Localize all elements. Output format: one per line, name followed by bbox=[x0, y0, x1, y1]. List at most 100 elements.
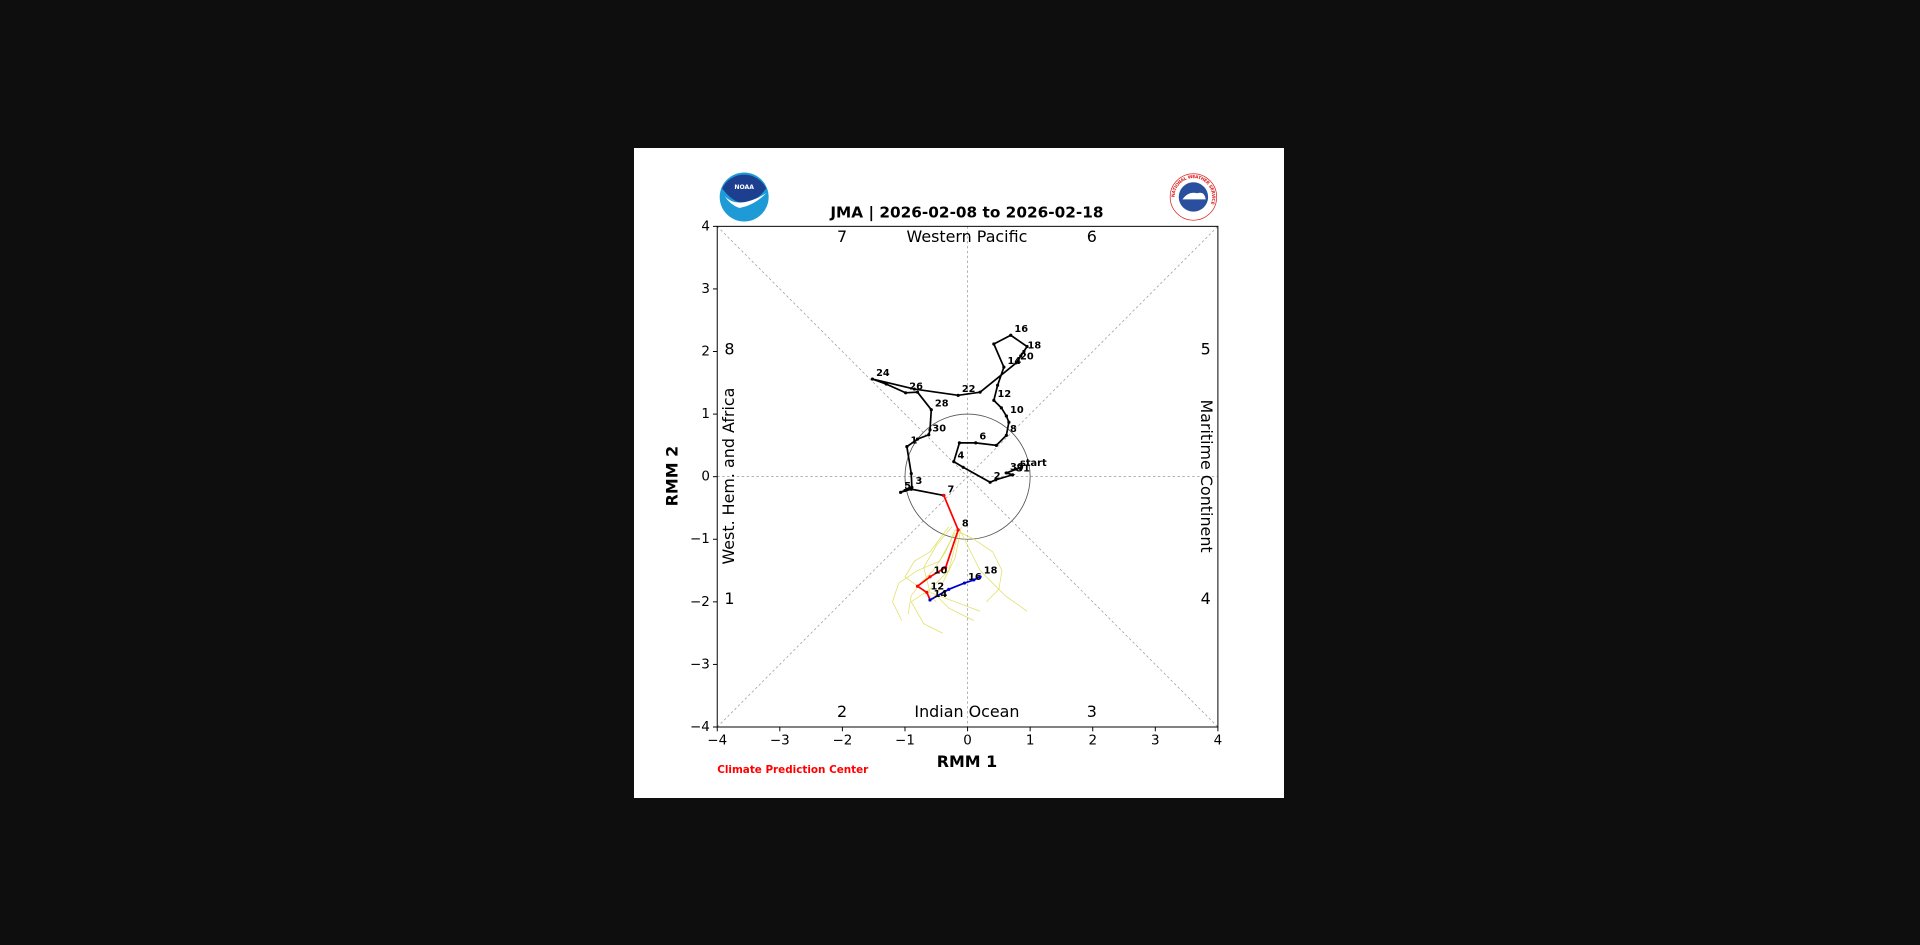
point bbox=[909, 487, 913, 491]
point bbox=[870, 377, 875, 381]
point bbox=[884, 382, 888, 386]
trajectory bbox=[872, 334, 1029, 497]
ensemble-line bbox=[892, 532, 956, 621]
x-tick-label: −3 bbox=[770, 733, 790, 748]
point-label: 4 bbox=[957, 451, 964, 462]
x-tick-label: −2 bbox=[832, 733, 852, 748]
point-label: 18 bbox=[1028, 340, 1042, 351]
y-tick-label: 4 bbox=[701, 219, 710, 234]
point bbox=[1014, 467, 1018, 471]
point bbox=[928, 598, 932, 602]
point bbox=[1002, 365, 1006, 369]
point bbox=[1009, 333, 1013, 337]
point-label: 24 bbox=[876, 368, 890, 379]
point bbox=[999, 406, 1003, 410]
point bbox=[928, 428, 932, 432]
point-label: start bbox=[1020, 458, 1047, 469]
region-label: Maritime Continent bbox=[1197, 399, 1216, 552]
x-tick-label: 3 bbox=[1151, 733, 1160, 748]
x-tick-label: 4 bbox=[1214, 733, 1223, 748]
phase-label: 7 bbox=[837, 227, 847, 246]
point bbox=[1019, 354, 1023, 358]
point-label: 22 bbox=[962, 384, 976, 395]
point bbox=[915, 390, 920, 394]
credit: Climate Prediction Center bbox=[717, 764, 869, 776]
point bbox=[978, 390, 982, 394]
point bbox=[915, 584, 920, 588]
point-label: 26 bbox=[909, 382, 923, 393]
point bbox=[988, 480, 992, 484]
point bbox=[928, 575, 932, 579]
ensemble-line bbox=[935, 526, 974, 621]
point-label: 16 bbox=[1014, 324, 1028, 335]
point bbox=[994, 478, 998, 482]
y-tick-label: 1 bbox=[701, 407, 710, 422]
point bbox=[1004, 471, 1008, 475]
point bbox=[903, 488, 907, 493]
y-tick-label: −4 bbox=[690, 720, 710, 735]
point bbox=[904, 391, 908, 395]
chart-title: JMA | 2026-02-08 to 2026-02-18 bbox=[829, 203, 1103, 222]
y-tick-label: −3 bbox=[690, 657, 710, 672]
point bbox=[1011, 473, 1015, 477]
point bbox=[899, 490, 903, 494]
y-tick-label: −2 bbox=[690, 595, 710, 610]
point-label: 31 bbox=[1016, 464, 1030, 475]
x-tick-label: −4 bbox=[707, 733, 727, 748]
point-label: 8 bbox=[1010, 424, 1017, 435]
point bbox=[925, 590, 929, 595]
noaa-logo: NOAA bbox=[719, 172, 769, 222]
point-label: 28 bbox=[935, 399, 949, 410]
point-label: 10 bbox=[934, 566, 948, 577]
point-label: 30 bbox=[932, 424, 946, 435]
point-label: 30 bbox=[1010, 462, 1024, 473]
point bbox=[992, 342, 996, 346]
phase-label: 6 bbox=[1087, 227, 1097, 246]
image: NOAA NATIONAL WEATHER SERVICE JMA | 2026… bbox=[634, 148, 1284, 798]
point bbox=[1022, 349, 1026, 354]
y-tick-label: 3 bbox=[701, 282, 710, 297]
phase-label: 1 bbox=[724, 589, 734, 608]
point bbox=[994, 443, 998, 447]
point bbox=[1004, 414, 1008, 418]
point bbox=[1014, 361, 1018, 365]
x-tick-label: 2 bbox=[1088, 733, 1097, 748]
region-label: Indian Ocean bbox=[914, 702, 1019, 721]
ensemble-line bbox=[960, 532, 1028, 612]
point-label: 14 bbox=[934, 589, 948, 600]
point-label: 1 bbox=[911, 436, 918, 447]
point bbox=[992, 398, 996, 402]
point-label: 7 bbox=[947, 484, 954, 495]
x-tick-label: 0 bbox=[963, 733, 972, 748]
point bbox=[974, 441, 978, 445]
y-axis-label: RMM 2 bbox=[663, 446, 682, 507]
point-label: 10 bbox=[1010, 405, 1024, 416]
point bbox=[909, 471, 913, 476]
logo-text: NOAA bbox=[734, 184, 754, 191]
x-tick-label: −1 bbox=[895, 733, 915, 748]
phase-label: 3 bbox=[1087, 702, 1097, 721]
point-label: 5 bbox=[904, 481, 911, 492]
y-tick-label: −1 bbox=[690, 532, 710, 547]
point-label: 20 bbox=[1020, 352, 1034, 363]
point bbox=[1025, 344, 1029, 349]
point bbox=[996, 383, 1000, 387]
point bbox=[978, 575, 982, 579]
point-label: 14 bbox=[1008, 356, 1022, 367]
region-label: Western Pacific bbox=[907, 227, 1028, 246]
point-label: 3 bbox=[916, 476, 923, 487]
point-label: 16 bbox=[968, 572, 982, 583]
x-axis-label: RMM 1 bbox=[937, 752, 998, 771]
point bbox=[956, 528, 960, 532]
point bbox=[927, 433, 931, 437]
point bbox=[972, 578, 976, 582]
point bbox=[961, 465, 965, 469]
point bbox=[944, 565, 948, 570]
point bbox=[956, 393, 960, 397]
point bbox=[952, 460, 956, 464]
point bbox=[915, 437, 920, 441]
point bbox=[1004, 433, 1008, 437]
ensemble-line bbox=[954, 529, 1003, 603]
ensemble-line bbox=[910, 532, 959, 634]
